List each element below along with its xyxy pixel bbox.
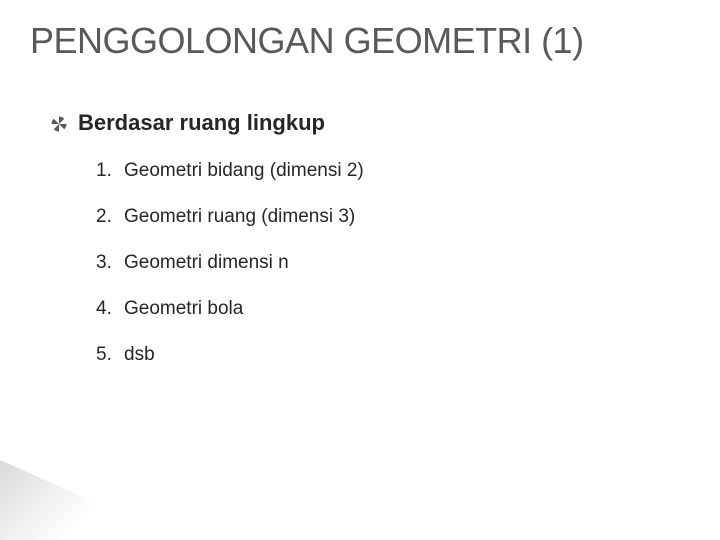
item-text: Geometri bola xyxy=(124,298,243,320)
item-text: Geometri ruang (dimensi 3) xyxy=(124,206,355,228)
list-item: 4. Geometri bola xyxy=(96,298,670,320)
item-text: Geometri dimensi n xyxy=(124,252,289,274)
item-number: 3. xyxy=(96,252,124,274)
list-item: 5. dsb xyxy=(96,344,670,366)
item-number: 2. xyxy=(96,206,124,228)
slide-title: PENGGOLONGAN GEOMETRI (1) xyxy=(30,20,584,62)
corner-accent xyxy=(0,460,180,540)
bullet-level1: Berdasar ruang lingkup xyxy=(50,110,670,136)
item-number: 1. xyxy=(96,160,124,182)
pinwheel-icon xyxy=(50,115,68,133)
list-item: 1. Geometri bidang (dimensi 2) xyxy=(96,160,670,182)
numbered-list: 1. Geometri bidang (dimensi 2) 2. Geomet… xyxy=(96,160,670,366)
item-text: dsb xyxy=(124,344,155,366)
list-item: 3. Geometri dimensi n xyxy=(96,252,670,274)
bullet-text: Berdasar ruang lingkup xyxy=(78,110,325,136)
list-item: 2. Geometri ruang (dimensi 3) xyxy=(96,206,670,228)
content-area: Berdasar ruang lingkup 1. Geometri bidan… xyxy=(50,110,670,390)
item-number: 5. xyxy=(96,344,124,366)
item-text: Geometri bidang (dimensi 2) xyxy=(124,160,364,182)
item-number: 4. xyxy=(96,298,124,320)
